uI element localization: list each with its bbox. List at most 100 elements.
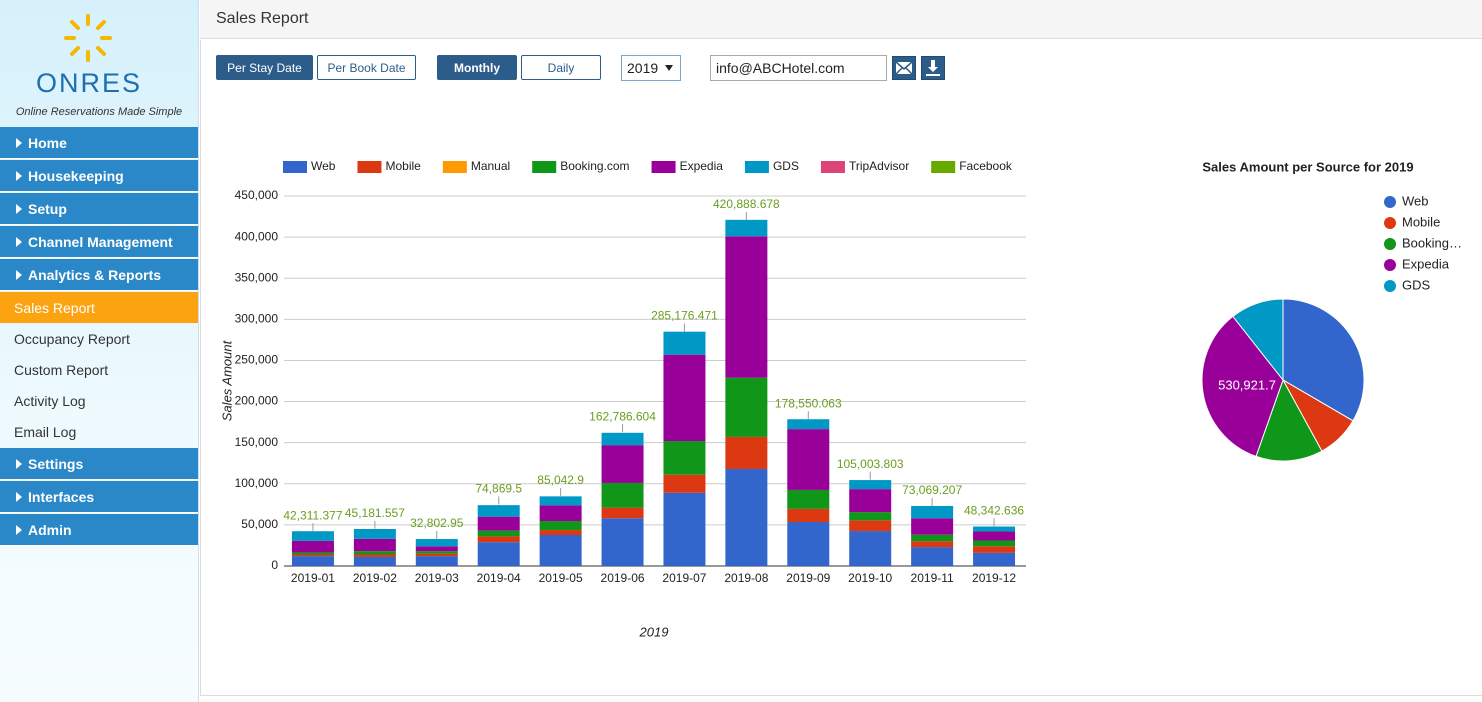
bar-segment	[291, 552, 334, 555]
button[interactable]: Daily	[521, 55, 601, 80]
legend-label: TripAdvisor	[849, 159, 909, 173]
bar-segment	[911, 518, 954, 535]
legend-label: Web	[311, 159, 336, 173]
email-input[interactable]: info@ABCHotel.com	[710, 55, 887, 81]
bar-segment	[911, 505, 954, 519]
button[interactable]: Monthly	[437, 55, 517, 80]
page-title: Sales Report	[200, 0, 1482, 39]
bar-segment	[477, 516, 520, 531]
bar-segment	[291, 540, 334, 553]
bar-segment	[973, 546, 1016, 553]
button[interactable]: Per Stay Date	[216, 55, 313, 80]
menu-custom[interactable]: Custom Report	[14, 361, 109, 378]
legend-swatch	[744, 161, 769, 173]
legend-label: Mobile	[385, 159, 421, 173]
y-tick-label: 200,000	[235, 394, 279, 408]
y-tick-label: 400,000	[235, 229, 279, 243]
menu-admin[interactable]: Admin	[0, 514, 198, 546]
total-label: 32,802.95	[410, 516, 464, 530]
year-value: 2019	[627, 60, 659, 76]
x-tick-label: 2019-02	[353, 571, 397, 585]
bar-segment	[415, 556, 458, 566]
bar-segment	[663, 474, 706, 493]
bar-segment	[787, 429, 830, 490]
bar-segment	[353, 538, 396, 552]
legend-label: GDS	[773, 159, 799, 173]
menu-interfaces[interactable]: Interfaces	[0, 481, 198, 513]
email-button[interactable]	[892, 56, 916, 80]
total-label: 420,888.678	[713, 197, 780, 211]
y-tick-label: 50,000	[241, 517, 278, 531]
bar-segment	[849, 512, 892, 521]
year-select[interactable]: 2019	[621, 55, 681, 81]
x-tick-label: 2019-09	[786, 571, 830, 585]
menu-occupancy[interactable]: Occupancy Report	[14, 330, 130, 347]
bar-segment	[539, 496, 582, 506]
bar-segment	[539, 535, 582, 566]
total-label: 48,342.636	[964, 503, 1024, 517]
pie-slice	[1232, 298, 1284, 382]
tagline: Online Reservations Made Simple	[16, 106, 182, 118]
pie-slice	[1282, 298, 1365, 422]
menu-email-log[interactable]: Email Log	[14, 423, 77, 440]
x-tick-label: 2019-04	[477, 571, 521, 585]
x-tick-label: 2019-06	[601, 571, 645, 585]
legend-swatch	[532, 161, 557, 173]
bar-segment	[725, 219, 768, 237]
bar-segment	[477, 536, 520, 543]
bar-segment	[725, 468, 768, 566]
bar-segment	[477, 542, 520, 566]
menu-housekeeping[interactable]: Housekeeping	[0, 160, 198, 192]
download-button[interactable]	[921, 56, 945, 80]
x-tick-label: 2019-08	[724, 571, 768, 585]
legend-swatch	[651, 161, 676, 173]
legend-dot	[1384, 259, 1396, 271]
legend-label: Manual	[471, 159, 510, 173]
total-label: 178,550.063	[775, 396, 842, 410]
bar-segment	[725, 236, 768, 378]
pie-slice	[1255, 378, 1323, 462]
bar-segment	[973, 526, 1016, 532]
total-label: 73,069.207	[902, 483, 962, 497]
bar-segment	[787, 489, 830, 509]
bar-segment	[725, 436, 768, 469]
y-tick-label: 0	[271, 558, 278, 572]
menu-settings[interactable]: Settings	[0, 448, 198, 480]
legend-swatch	[931, 161, 956, 173]
legend-label: Web	[1402, 193, 1429, 208]
bar-segment	[601, 482, 644, 508]
bar-segment	[911, 534, 954, 542]
menu-home[interactable]: Home	[0, 127, 198, 159]
menu-setup[interactable]: Setup	[0, 193, 198, 225]
bar-segment	[477, 505, 520, 517]
menu-analytics[interactable]: Analytics & Reports	[0, 259, 198, 291]
total-label: 285,176.471	[651, 309, 718, 323]
bar-segment	[353, 554, 396, 557]
bar-segment	[787, 419, 830, 430]
x-tick-label: 2019-12	[972, 571, 1016, 585]
total-label: 74,869.5	[475, 482, 522, 496]
menu-channel[interactable]: Channel Management	[0, 226, 198, 258]
bar-segment	[849, 520, 892, 532]
bar-segment	[601, 445, 644, 483]
menu-activity[interactable]: Activity Log	[14, 392, 86, 409]
bar-segment	[663, 331, 706, 355]
y-tick-label: 300,000	[235, 312, 279, 326]
bar-segment	[539, 521, 582, 531]
bar-segment	[291, 531, 334, 541]
bar-segment	[663, 441, 706, 475]
x-tick-label: 2019-01	[291, 571, 335, 585]
x-tick-label: 2019-10	[848, 571, 892, 585]
legend-dot	[1384, 196, 1396, 208]
bar-segment	[353, 529, 396, 539]
bar-segment	[291, 554, 334, 557]
bar-segment	[601, 518, 644, 566]
legend-label: GDS	[1402, 277, 1431, 292]
bar-segment	[849, 489, 892, 513]
button[interactable]: Per Book Date	[317, 55, 416, 80]
menu-sales-report[interactable]: Sales Report	[0, 292, 198, 323]
bar-segment	[725, 377, 768, 437]
bar-segment	[415, 546, 458, 552]
total-label: 45,181.557	[345, 506, 405, 520]
y-tick-label: 250,000	[235, 353, 279, 367]
